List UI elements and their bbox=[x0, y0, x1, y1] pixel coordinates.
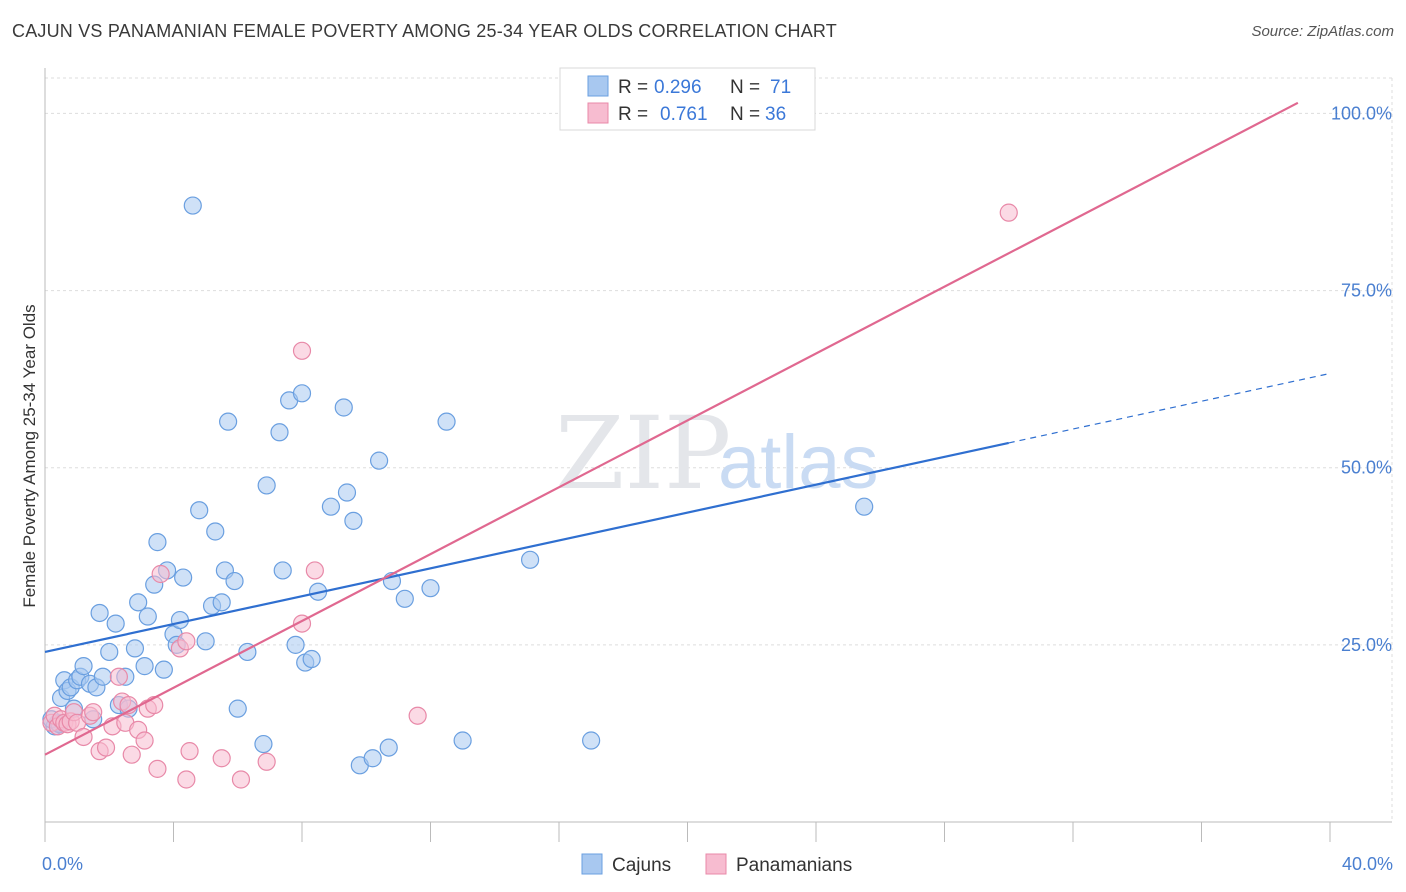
cajun-point bbox=[286, 635, 305, 654]
cajun-point bbox=[135, 657, 154, 676]
cajun-point bbox=[379, 738, 398, 757]
cajun-point bbox=[174, 568, 193, 587]
cajun-point bbox=[421, 579, 440, 598]
y-tick-label: 75.0% bbox=[1341, 281, 1392, 301]
cajun-point bbox=[225, 571, 244, 591]
cajun-point bbox=[334, 398, 353, 417]
panamanian-point bbox=[180, 742, 199, 761]
panamanian-point bbox=[177, 632, 196, 651]
panamanian-point bbox=[145, 695, 164, 715]
legend-r-value: 0.761 bbox=[660, 104, 708, 125]
y-tick-labels: 25.0% 50.0% 75.0% 100.0% bbox=[1331, 103, 1392, 654]
legend-swatch-panamanians bbox=[587, 102, 609, 124]
x-tick-labels: 0.0% 40.0% bbox=[42, 854, 1393, 874]
legend: R = 0.296 N = 71 R = 0.761 N = 36 bbox=[559, 67, 816, 131]
cajun-point bbox=[125, 639, 145, 658]
legend-r-label: R = bbox=[618, 77, 648, 98]
panamanian-point bbox=[109, 667, 128, 686]
bottom-legend-label-cajuns: Cajuns bbox=[612, 855, 671, 876]
y-axis-label: Female Poverty Among 25-34 Year Olds bbox=[20, 304, 39, 607]
panamanian-point bbox=[999, 203, 1018, 222]
trend-lines bbox=[44, 101, 1331, 756]
cajun-point bbox=[90, 603, 109, 623]
cajun-point bbox=[100, 642, 119, 662]
watermark-atlas: atlas bbox=[718, 420, 879, 505]
chart-title: CAJUN VS PANAMANIAN FEMALE POVERTY AMONG… bbox=[12, 21, 838, 41]
cajun-point bbox=[855, 497, 874, 516]
panamanian-point bbox=[148, 759, 167, 778]
cajun-point bbox=[344, 511, 363, 530]
bottom-legend-swatch-panamanians bbox=[705, 853, 727, 875]
cajun-point bbox=[190, 501, 209, 520]
legend-n-label: N = bbox=[730, 77, 760, 98]
panamanian-point bbox=[96, 738, 116, 757]
cajun-point bbox=[228, 699, 247, 718]
cajun-point bbox=[270, 423, 289, 442]
bottom-legend-swatch-cajuns bbox=[581, 853, 603, 875]
axes bbox=[44, 68, 1392, 842]
cajun-point bbox=[337, 483, 357, 502]
cajun-trend-extension bbox=[1008, 372, 1331, 444]
cajun-point bbox=[93, 667, 112, 686]
legend-n-value: 36 bbox=[765, 104, 786, 125]
cajun-point bbox=[74, 657, 93, 676]
data-points bbox=[42, 196, 1018, 789]
legend-r-label: R = bbox=[618, 104, 648, 125]
panamanian-point bbox=[84, 703, 103, 722]
cajun-point bbox=[321, 497, 341, 516]
panamanian-point bbox=[257, 752, 276, 771]
y-tick-label: 50.0% bbox=[1341, 458, 1392, 478]
legend-swatch-cajuns bbox=[587, 75, 609, 97]
cajun-point bbox=[148, 533, 167, 552]
panamanian-point bbox=[122, 745, 141, 764]
cajun-point bbox=[129, 593, 148, 612]
cajun-point bbox=[395, 589, 414, 608]
cajun-point bbox=[196, 632, 215, 651]
cajun-point bbox=[257, 476, 276, 495]
panamanian-trend-line bbox=[44, 101, 1299, 756]
cajun-point bbox=[183, 196, 202, 215]
legend-n-label: N = bbox=[730, 104, 760, 125]
cajun-point bbox=[363, 749, 382, 768]
x-tick-label: 40.0% bbox=[1342, 854, 1393, 874]
panamanian-point bbox=[177, 770, 196, 789]
cajun-point bbox=[212, 593, 231, 612]
chart-source: Source: ZipAtlas.com bbox=[1251, 23, 1394, 40]
panamanian-point bbox=[135, 731, 154, 750]
cajun-point bbox=[154, 660, 173, 679]
legend-n-value: 71 bbox=[770, 77, 791, 98]
cajun-point bbox=[254, 734, 273, 754]
cajun-point bbox=[292, 384, 312, 403]
y-tick-label: 100.0% bbox=[1331, 103, 1392, 123]
cajun-point bbox=[370, 451, 389, 470]
cajun-point bbox=[582, 731, 601, 750]
x-tick-label: 0.0% bbox=[42, 854, 83, 874]
cajun-point bbox=[106, 614, 125, 633]
grid-lines bbox=[45, 77, 1393, 822]
bottom-legend: Cajuns Panamanians bbox=[581, 853, 852, 876]
watermark: ZIP atlas bbox=[555, 395, 879, 512]
watermark-zip: ZIP bbox=[555, 395, 731, 512]
bottom-legend-label-panamanians: Panamanians bbox=[736, 855, 852, 876]
cajun-point bbox=[138, 607, 157, 626]
cajun-point bbox=[219, 412, 238, 431]
panamanian-point bbox=[292, 341, 312, 360]
cajun-point bbox=[273, 561, 292, 580]
legend-r-value: 0.296 bbox=[654, 77, 702, 98]
panamanian-point bbox=[212, 749, 231, 768]
cajun-point bbox=[170, 610, 190, 630]
cajun-point bbox=[520, 550, 540, 569]
cajun-point bbox=[453, 731, 472, 750]
panamanian-point bbox=[305, 561, 324, 580]
panamanian-point bbox=[231, 770, 251, 789]
y-tick-label: 25.0% bbox=[1341, 635, 1392, 655]
panamanian-point bbox=[151, 564, 170, 584]
cajun-point bbox=[206, 522, 225, 541]
cajun-point bbox=[437, 412, 456, 431]
cajun-trend-line bbox=[44, 441, 1009, 654]
panamanian-point bbox=[408, 706, 427, 725]
cajun-point bbox=[302, 649, 321, 669]
